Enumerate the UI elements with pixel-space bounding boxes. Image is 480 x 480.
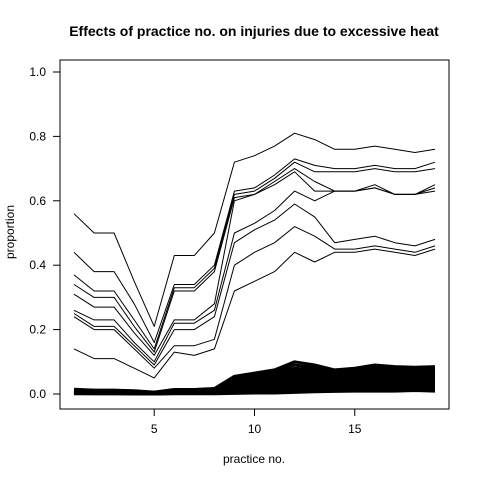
- y-tick-label: 0.2: [29, 323, 46, 337]
- series-line-2: [73, 158, 436, 343]
- series-line-1: [73, 132, 436, 327]
- x-axis-label: practice no.: [223, 452, 285, 466]
- plot-area: [59, 59, 450, 410]
- series-line-7: [73, 203, 436, 366]
- y-tick-label: 1.0: [29, 65, 46, 79]
- y-tick-label: 0.4: [29, 258, 46, 272]
- x-tick-label: 10: [248, 422, 262, 436]
- x-tick-label: 5: [151, 422, 158, 436]
- x-tick-label: 15: [348, 422, 362, 436]
- y-tick-label: 0.8: [29, 129, 46, 143]
- plot-border: [59, 59, 450, 410]
- chart-title: Effects of practice no. on injuries due …: [69, 23, 439, 39]
- y-tick-label: 0.0: [29, 387, 46, 401]
- y-axis-label: proportion: [3, 205, 17, 259]
- x-axis: 5 10 15: [151, 409, 362, 436]
- series-lines: [73, 132, 436, 396]
- series-line-23: [74, 389, 436, 396]
- series-line-3: [73, 161, 436, 350]
- y-axis: 0.0 0.2 0.4 0.6 0.8 1.0: [29, 65, 60, 401]
- series-line-5: [73, 171, 436, 356]
- series-line-9: [73, 248, 436, 379]
- series-line-8: [73, 226, 436, 369]
- series-line-6: [73, 187, 436, 363]
- y-tick-label: 0.6: [29, 194, 46, 208]
